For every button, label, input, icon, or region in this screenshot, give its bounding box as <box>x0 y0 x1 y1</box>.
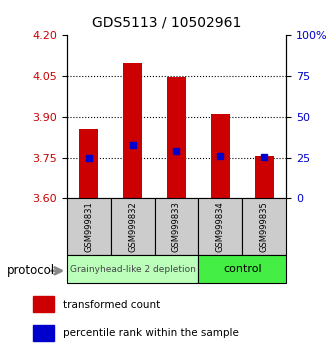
Bar <box>123 63 143 198</box>
Text: percentile rank within the sample: percentile rank within the sample <box>63 328 238 338</box>
Bar <box>33 296 54 312</box>
FancyBboxPatch shape <box>67 255 198 283</box>
Text: GDS5113 / 10502961: GDS5113 / 10502961 <box>92 16 241 30</box>
Bar <box>79 129 99 198</box>
FancyBboxPatch shape <box>198 255 286 283</box>
Text: GSM999831: GSM999831 <box>84 201 93 252</box>
Text: GSM999833: GSM999833 <box>172 201 181 252</box>
Bar <box>254 156 274 198</box>
Text: GSM999832: GSM999832 <box>128 201 137 252</box>
Text: control: control <box>223 264 262 274</box>
FancyBboxPatch shape <box>155 198 198 255</box>
Text: Grainyhead-like 2 depletion: Grainyhead-like 2 depletion <box>70 264 195 274</box>
FancyBboxPatch shape <box>198 198 242 255</box>
FancyBboxPatch shape <box>67 198 111 255</box>
Bar <box>33 325 54 341</box>
Text: GSM999835: GSM999835 <box>260 201 269 252</box>
Text: protocol: protocol <box>7 264 55 277</box>
Text: transformed count: transformed count <box>63 299 160 310</box>
Bar <box>166 78 186 198</box>
FancyBboxPatch shape <box>242 198 286 255</box>
Text: GSM999834: GSM999834 <box>216 201 225 252</box>
FancyBboxPatch shape <box>111 198 155 255</box>
Bar <box>210 114 230 198</box>
